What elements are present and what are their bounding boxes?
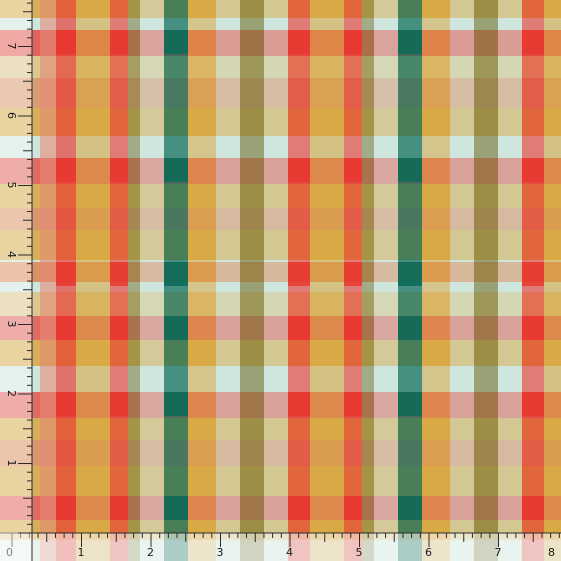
red-cross-block (56, 262, 76, 286)
vertical-stripe (264, 0, 288, 561)
ruler-label: 7 (495, 546, 502, 559)
left-ruler-labels: 7 6 5 4 3 2 1 (5, 43, 18, 467)
teal-cross-block (164, 158, 188, 182)
ruler-label: 5 (5, 182, 18, 189)
teal-cross-block (164, 496, 188, 520)
left-ruler: 7 6 5 4 3 2 1 (0, 0, 33, 561)
red-cross-block (288, 262, 310, 286)
bottom-ruler-labels: 0 1 2 3 4 5 6 7 8 (6, 546, 555, 559)
ruler-label: 8 (548, 546, 555, 559)
red-cross-block (522, 158, 544, 182)
red-cross-block (56, 496, 76, 520)
teal-cross-block (398, 392, 422, 416)
ruler-label: 4 (5, 251, 18, 258)
ruler-label: 6 (425, 546, 432, 559)
vertical-stripe (216, 0, 240, 561)
red-cross-block (288, 316, 310, 340)
ruler-label: 5 (356, 546, 363, 559)
vertical-stripe (240, 0, 264, 561)
teal-cross-block (398, 262, 422, 286)
red-cross-block (56, 316, 76, 340)
vertical-stripe (40, 0, 56, 561)
red-cross-block (344, 262, 362, 286)
bottom-ruler: 0 1 2 3 4 5 6 7 8 (0, 532, 561, 561)
teal-cross-block (164, 30, 188, 54)
vertical-stripe (498, 0, 522, 561)
red-cross-block (522, 496, 544, 520)
bottom-ruler-ticks (11, 533, 560, 547)
red-cross-block (522, 262, 544, 286)
ruler-label: 3 (217, 546, 224, 559)
ruler-label: 7 (5, 43, 18, 50)
red-cross-block (110, 262, 128, 286)
teal-cross-block (398, 158, 422, 182)
red-cross-block (110, 316, 128, 340)
red-cross-block (56, 392, 76, 416)
teal-cross-block (398, 30, 422, 54)
teal-cross-block (398, 316, 422, 340)
ruler-label: 1 (78, 546, 85, 559)
red-cross-block (344, 30, 362, 54)
vertical-stripe (544, 0, 561, 561)
vertical-stripe (474, 0, 498, 561)
vertical-stripe (450, 0, 474, 561)
vertical-stripe (422, 0, 450, 561)
cross-blocks (56, 30, 544, 520)
red-cross-block (522, 316, 544, 340)
ruler-label: 6 (5, 112, 18, 119)
ruler-label: 3 (5, 321, 18, 328)
teal-cross-block (164, 316, 188, 340)
vertical-stripe (76, 0, 110, 561)
vertical-stripe (128, 0, 140, 561)
red-cross-block (288, 30, 310, 54)
vertical-stripe (310, 0, 344, 561)
red-cross-block (522, 30, 544, 54)
red-cross-block (56, 30, 76, 54)
red-cross-block (344, 392, 362, 416)
ruler-label: 2 (5, 390, 18, 397)
left-ruler-ticks (18, 2, 32, 534)
vertical-stripe (362, 0, 374, 561)
red-cross-block (344, 158, 362, 182)
red-cross-block (110, 30, 128, 54)
red-cross-block (288, 496, 310, 520)
teal-cross-block (164, 392, 188, 416)
ruler-label: 2 (147, 546, 154, 559)
vertical-stripe (374, 0, 398, 561)
red-cross-block (288, 392, 310, 416)
red-cross-block (522, 392, 544, 416)
teal-cross-block (164, 262, 188, 286)
red-cross-block (344, 316, 362, 340)
vertical-bands (40, 0, 561, 561)
red-cross-block (56, 158, 76, 182)
red-cross-block (110, 392, 128, 416)
red-cross-block (110, 496, 128, 520)
ruler-label: 0 (6, 546, 13, 559)
ruler-label: 4 (286, 546, 293, 559)
red-cross-block (344, 496, 362, 520)
red-cross-block (110, 158, 128, 182)
ruler-label: 1 (5, 460, 18, 467)
vertical-stripe (188, 0, 216, 561)
red-cross-block (288, 158, 310, 182)
teal-cross-block (398, 496, 422, 520)
vertical-stripe (140, 0, 164, 561)
